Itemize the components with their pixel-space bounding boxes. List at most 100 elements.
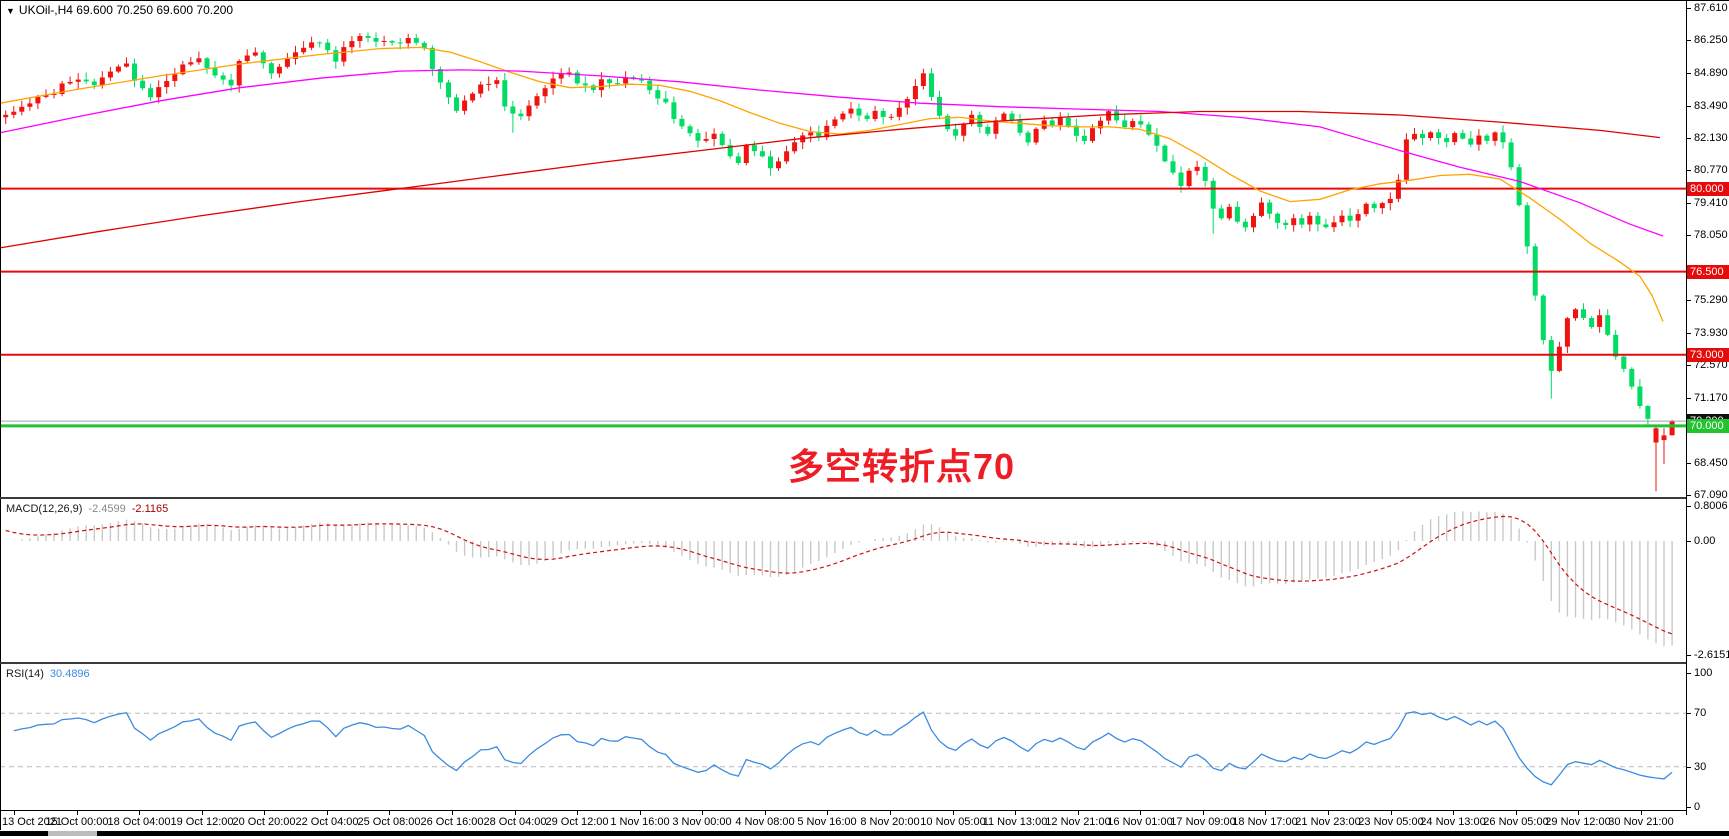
window-top-border — [0, 0, 1729, 1]
time-axis-label: 5 Nov 16:00 — [797, 816, 857, 828]
price-axis-tick — [1686, 398, 1691, 399]
rsi-axis-label: 0 — [1694, 801, 1701, 813]
price-axis-label: 67.090 — [1694, 489, 1728, 501]
time-axis-tick — [890, 811, 891, 815]
time-axis-label: 26 Oct 16:00 — [420, 816, 484, 828]
price-badge-73.000: 73.000 — [1687, 348, 1729, 362]
time-axis-label: 22 Oct 04:00 — [295, 816, 359, 828]
time-axis-label: 13 Oct 2021 — [2, 816, 62, 828]
symbol-dropdown-icon[interactable]: ▼ — [6, 6, 15, 16]
time-axis-label: 17 Nov 09:00 — [1170, 816, 1236, 828]
ma-mid-magenta — [0, 69, 1664, 237]
time-axis-label: 25 Oct 08:00 — [357, 816, 421, 828]
time-axis-label: 28 Oct 04:00 — [483, 816, 547, 828]
time-axis-tick — [452, 811, 453, 815]
price-axis-label: 72.570 — [1694, 359, 1728, 371]
price-badge-70.000: 70.000 — [1687, 419, 1729, 433]
rsi-axis-tick — [1686, 673, 1691, 674]
price-axis-label: 79.410 — [1694, 197, 1728, 209]
time-axis-tick — [765, 811, 766, 815]
macd-axis-label: -2.6151 — [1694, 649, 1729, 661]
price-axis-label: 78.050 — [1694, 229, 1728, 241]
rsi-line — [13, 711, 1673, 786]
price-axis-tick — [1686, 170, 1691, 171]
time-axis-tick — [640, 811, 641, 815]
time-axis-tick — [702, 811, 703, 815]
time-axis-tick — [1578, 811, 1579, 815]
price-axis-tick — [1686, 106, 1691, 107]
macd-axis-label: 0.8006 — [1694, 500, 1728, 512]
time-axis-label: 30 Nov 21:00 — [1608, 816, 1674, 828]
macd-signal-line — [5, 515, 1673, 635]
time-axis-label: 26 Nov 05:00 — [1483, 816, 1549, 828]
rsi-panel-separator[interactable] — [0, 662, 1686, 664]
scrollbar-gap[interactable] — [48, 831, 97, 836]
time-axis-tick — [827, 811, 828, 815]
time-axis-label: 18 Oct 04:00 — [107, 816, 171, 828]
price-axis-tick — [1686, 333, 1691, 334]
price-axis-label: 83.490 — [1694, 100, 1728, 112]
price-axis-tick — [1686, 365, 1691, 366]
price-badge-76.500: 76.500 — [1687, 265, 1729, 279]
time-axis-label: 21 Nov 23:00 — [1295, 816, 1361, 828]
turning-point-annotation[interactable]: 多空转折点70 — [788, 446, 1016, 487]
time-axis-tick — [389, 811, 390, 815]
symbol-timeframe-label: UKOil-,H4 — [18, 3, 73, 17]
time-axis-label: 15 Oct 00:00 — [45, 816, 109, 828]
price-axis-label: 75.290 — [1694, 294, 1728, 306]
rsi-axis-tick — [1686, 807, 1691, 808]
scrollbar-bar[interactable] — [0, 831, 48, 836]
macd-axis-tick — [1686, 655, 1691, 656]
rsi-panel-label: RSI(14) 30.4896 — [6, 668, 96, 680]
time-axis-tick — [1516, 811, 1517, 815]
time-axis-tick — [577, 811, 578, 815]
symbol-header: ▼ UKOil-,H4 69.600 70.250 69.600 70.200 — [6, 3, 233, 17]
time-axis-label: 4 Nov 08:00 — [735, 816, 795, 828]
price-axis-label: 68.450 — [1694, 457, 1728, 469]
price-axis-label: 80.770 — [1694, 164, 1728, 176]
price-axis-tick — [1686, 73, 1691, 74]
time-axis-label: 24 Nov 13:00 — [1420, 816, 1486, 828]
macd-signal-value: -2.1165 — [131, 503, 169, 515]
time-axis-tick — [264, 811, 265, 815]
time-axis-label: 19 Oct 12:00 — [170, 816, 234, 828]
price-axis-tick — [1686, 8, 1691, 9]
time-axis-tick — [1328, 811, 1329, 815]
price-axis-tick — [1686, 300, 1691, 301]
window-left-border — [0, 0, 1, 830]
time-axis-tick — [1015, 811, 1016, 815]
macd-panel-canvas[interactable] — [0, 500, 1686, 662]
rsi-axis-tick — [1686, 713, 1691, 714]
price-axis-label: 82.130 — [1694, 132, 1728, 144]
price-axis-tick — [1686, 203, 1691, 204]
rsi-name: RSI(14) — [6, 668, 44, 680]
macd-axis-label: 0.00 — [1694, 535, 1716, 547]
time-axis-label: 3 Nov 00:00 — [672, 816, 732, 828]
time-axis-label: 8 Nov 20:00 — [860, 816, 920, 828]
rsi-axis-label: 100 — [1694, 667, 1713, 679]
time-axis-label: 23 Nov 05:00 — [1358, 816, 1424, 828]
time-axis-label: 20 Oct 20:00 — [232, 816, 296, 828]
rsi-value: 30.4896 — [49, 668, 90, 680]
main-chart-canvas[interactable] — [0, 0, 1686, 498]
macd-panel-separator[interactable] — [0, 497, 1686, 499]
time-axis-tick — [1203, 811, 1204, 815]
macd-main-value: -2.4599 — [88, 503, 126, 515]
scrollbar-bar[interactable] — [97, 831, 1729, 836]
price-axis-tick — [1686, 495, 1691, 496]
rsi-axis-label: 70 — [1694, 707, 1707, 719]
time-axis-tick — [515, 811, 516, 815]
rsi-panel-canvas[interactable] — [0, 665, 1686, 810]
macd-panel-label: MACD(12,26,9) -2.4599 -2.1165 — [6, 503, 174, 515]
macd-axis-tick — [1686, 506, 1691, 507]
time-axis-tick — [77, 811, 78, 815]
time-axis-tick — [202, 811, 203, 815]
ma-slow-red — [0, 110, 1661, 249]
rsi-axis-tick — [1686, 767, 1691, 768]
price-axis-separator — [1686, 0, 1687, 815]
price-axis-label: 84.890 — [1694, 67, 1728, 79]
price-badge-80.000: 80.000 — [1687, 182, 1729, 196]
candles-group — [3, 32, 1675, 492]
price-axis-label: 71.170 — [1694, 392, 1728, 404]
